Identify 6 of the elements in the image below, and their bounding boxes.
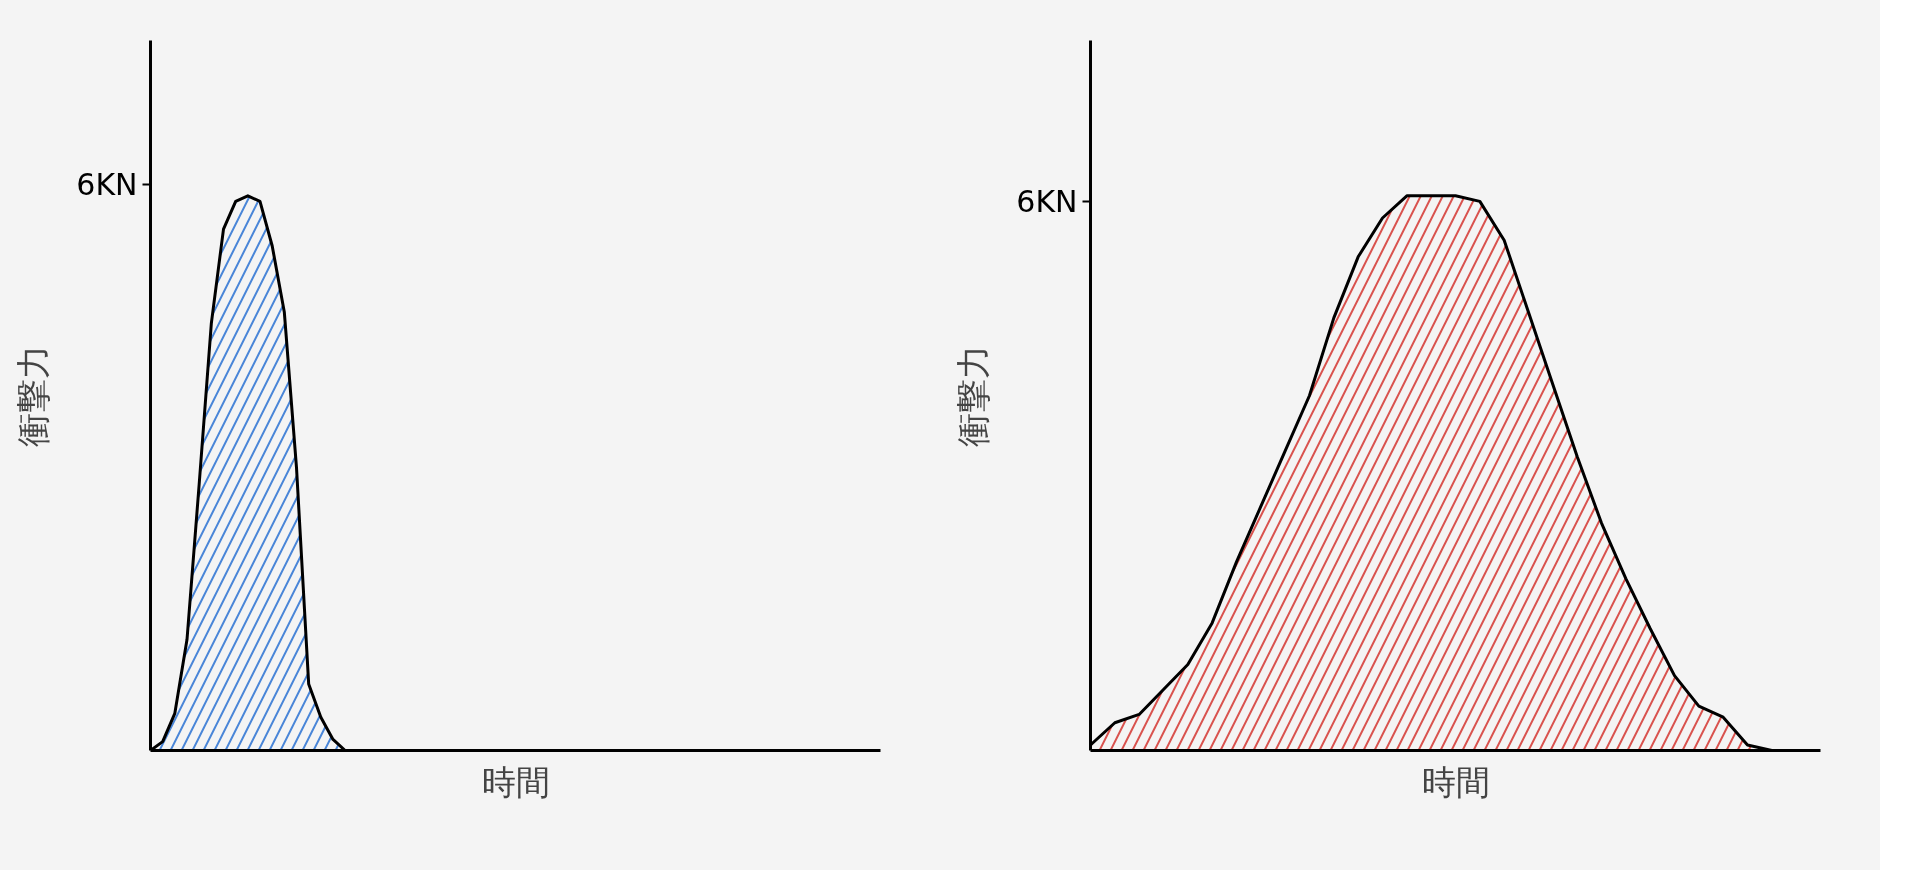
ref-line-label: 6KN (76, 167, 138, 203)
y-axis-title: 衝撃力 (13, 344, 54, 447)
x-axis-title: 時間 (481, 761, 550, 802)
x-axis-title: 時間 (1421, 761, 1490, 802)
ref-line-label: 6KN (1016, 183, 1078, 219)
y-axis-title: 衝撃力 (953, 344, 994, 447)
